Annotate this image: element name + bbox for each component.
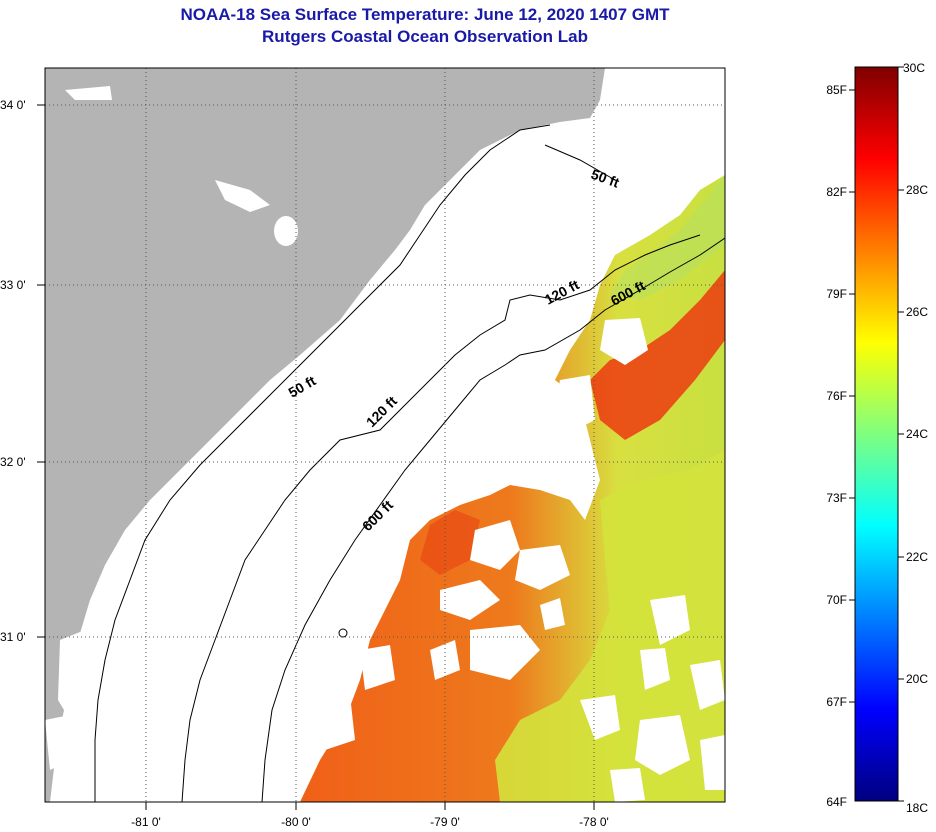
- lon-axis: -81 0' -80 0' -79 0' -78 0': [131, 815, 609, 829]
- cloud-mask: [320, 318, 725, 802]
- lat-label: 33 0': [0, 278, 26, 292]
- lon-label: -80 0': [281, 815, 311, 829]
- colorbar-celsius-labels: 30C 28C 26C 24C 22C 20C 18C: [903, 61, 928, 815]
- colorbar-f-label: 85F: [826, 83, 847, 97]
- colorbar-f-label: 82F: [826, 185, 847, 199]
- colorbar-c-label: 24C: [906, 427, 928, 441]
- colorbar-c-label: 26C: [906, 305, 928, 319]
- lon-label: -79 0': [430, 815, 460, 829]
- colorbar-f-label: 70F: [826, 593, 847, 607]
- lat-axis: 34 0' 33 0' 32 0' 31 0': [0, 98, 26, 644]
- colorbar-f-label: 79F: [826, 287, 847, 301]
- colorbar-f-label: 76F: [826, 389, 847, 403]
- colorbar-c-label: 22C: [906, 550, 928, 564]
- lon-label: -78 0': [579, 815, 609, 829]
- colorbar-f-label: 67F: [826, 695, 847, 709]
- lon-label: -81 0': [131, 815, 161, 829]
- colorbar: [854, 66, 899, 802]
- colorbar-fahrenheit-labels: 85F 82F 79F 76F 73F 70F 67F 64F: [826, 83, 847, 809]
- lat-label: 34 0': [0, 98, 26, 112]
- lat-label: 32 0': [0, 455, 26, 469]
- gridlines: [45, 68, 725, 802]
- lat-label: 31 0': [0, 630, 26, 644]
- map-title: NOAA-18 Sea Surface Temperature: June 12…: [180, 5, 670, 24]
- colorbar-c-label: 18C: [906, 801, 928, 815]
- depth-contours: [94, 124, 725, 802]
- colorbar-c-label: 20C: [906, 672, 928, 686]
- land-mass: [45, 68, 605, 802]
- colorbar-c-label: 30C: [903, 61, 925, 75]
- colorbar-f-label: 73F: [826, 491, 847, 505]
- map-subtitle: Rutgers Coastal Ocean Observation Lab: [262, 27, 588, 46]
- colorbar-c-label: 28C: [906, 183, 928, 197]
- colorbar-f-label: 64F: [826, 795, 847, 809]
